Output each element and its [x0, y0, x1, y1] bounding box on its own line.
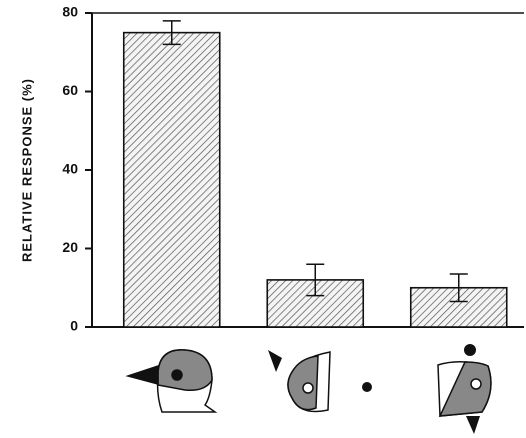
- stimulus-3: [438, 344, 491, 434]
- y-tick-label: 0: [70, 318, 78, 334]
- chart: RELATIVE RESPONSE (%) 0 20 40 60 80: [0, 0, 526, 438]
- page: {"chart_data": {"type": "bar", "y_label"…: [0, 0, 526, 438]
- bar: [124, 33, 220, 327]
- y-tick-label: 60: [62, 82, 78, 98]
- y-tick-label: 40: [62, 161, 78, 177]
- stimulus-2: [268, 350, 372, 412]
- stimulus-1: [128, 350, 215, 412]
- y-tick-label: 80: [62, 4, 78, 20]
- y-tick-label: 20: [62, 239, 78, 255]
- y-axis-label: RELATIVE RESPONSE (%): [19, 78, 34, 262]
